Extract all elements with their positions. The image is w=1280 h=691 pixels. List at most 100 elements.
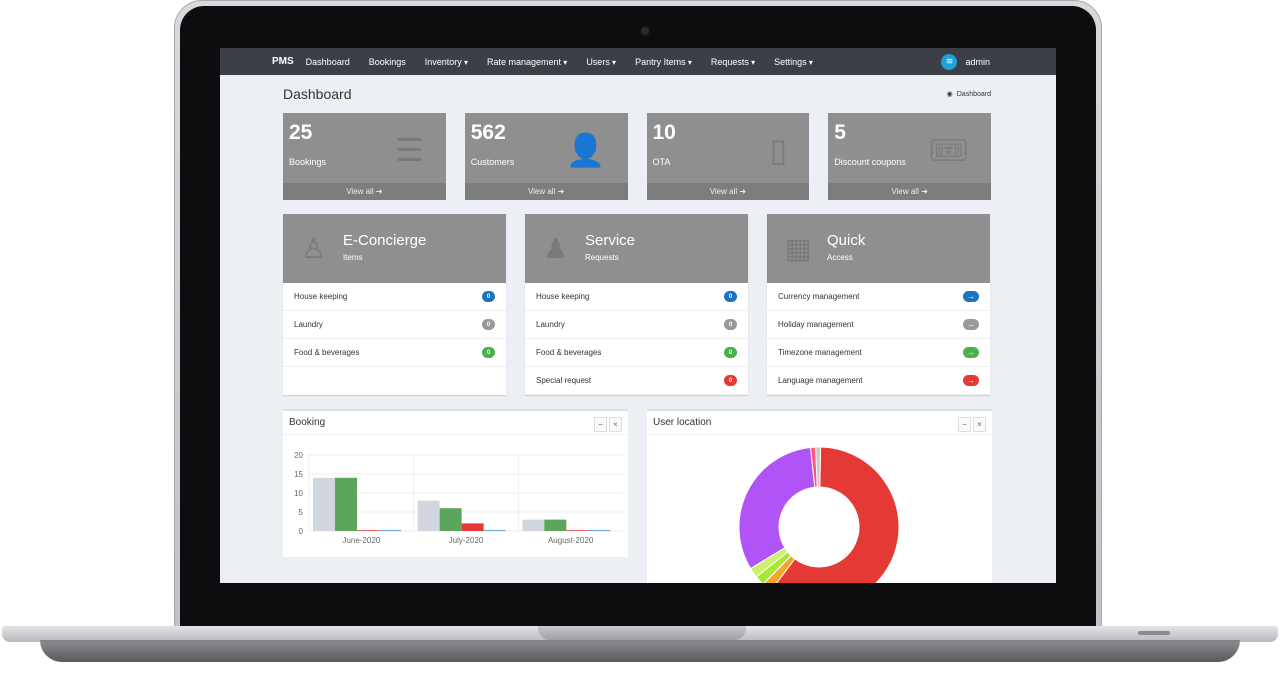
close-button[interactable]: ×: [609, 417, 622, 432]
arrow-right-icon[interactable]: →: [963, 347, 979, 358]
list-item[interactable]: Food & beverages 0: [525, 339, 748, 367]
count-badge: 0: [482, 291, 495, 302]
stat-box-customers: 562 Customers 👤 View all ➜: [464, 113, 628, 200]
view-all-label[interactable]: View all: [346, 187, 374, 196]
collapse-button[interactable]: −: [958, 417, 971, 432]
nav-item-users[interactable]: Users: [586, 57, 616, 67]
list-item[interactable]: Timezone management →: [767, 339, 990, 367]
list-item-label[interactable]: Timezone management: [778, 348, 862, 357]
page-title: Dashboard: [283, 86, 352, 102]
nav-item-inventory[interactable]: Inventory: [425, 57, 468, 67]
location-box: User location − ×: [647, 409, 992, 583]
y-tick-label: 10: [294, 489, 303, 498]
list-item[interactable]: House keeping 0: [525, 283, 748, 311]
count-badge: 0: [724, 375, 737, 386]
view-all-link[interactable]: View all ➜: [646, 183, 810, 200]
view-all-label[interactable]: View all: [527, 187, 556, 196]
bar: [379, 530, 401, 531]
panel-title: Service: [585, 232, 636, 249]
nav-item-pantry-items[interactable]: Pantry Items: [635, 57, 692, 67]
panels-row: ♙ E-Concierge Items House keeping 0 Laundry 0 F…: [283, 214, 991, 395]
panel-header: ♙ E-Concierge Items: [283, 214, 506, 283]
nav-item-requests[interactable]: Requests: [711, 57, 755, 67]
view-all-link[interactable]: View all ➜: [828, 183, 991, 200]
collapse-button[interactable]: −: [594, 417, 607, 432]
list-item[interactable]: Laundry 0: [283, 311, 506, 339]
bar: [461, 523, 484, 531]
stat-label: Customers: [470, 157, 515, 167]
location-title: User location: [647, 411, 992, 435]
charts-row: Booking − × 0 5 10 15 20 June-2020 July-2020 Au…: [283, 409, 992, 583]
list-item[interactable]: Language management →: [767, 367, 990, 395]
list-item-label[interactable]: Food & beverages: [536, 348, 602, 357]
group-icon: ♟: [543, 233, 569, 264]
panel-subtitle: Requests: [585, 253, 619, 262]
main-content: Dashboard ◉ Dashboard 25 Bookings ☰ View al…: [283, 75, 992, 583]
pie-slice: [815, 446, 822, 488]
nav-item-rate-management[interactable]: Rate management: [487, 57, 567, 67]
user-name[interactable]: admin: [965, 56, 990, 67]
arrow-right-icon[interactable]: →: [963, 375, 979, 386]
laptop-led: [1138, 631, 1170, 635]
close-button[interactable]: ×: [973, 417, 986, 432]
panel-subtitle: Access: [827, 253, 853, 262]
user-menu[interactable]: ≋ admin: [941, 48, 990, 75]
stat-value: 562: [470, 121, 506, 144]
list-item-label[interactable]: Special request: [536, 376, 592, 385]
list-item-label[interactable]: House keeping: [294, 292, 348, 301]
list-item[interactable]: House keeping 0: [283, 283, 506, 311]
screen: PMS Dashboard Bookings Inventory Rate manag…: [220, 48, 1056, 583]
count-badge: 0: [482, 347, 495, 358]
panel-subtitle: Items: [343, 253, 363, 262]
list-item-label[interactable]: House keeping: [536, 292, 590, 301]
panel-e-concierge: ♙ E-Concierge Items House keeping 0 Laundry 0 F…: [283, 214, 506, 395]
bar: [335, 477, 357, 531]
list-item[interactable]: Laundry 0: [525, 311, 748, 339]
location-tools: − ×: [958, 417, 986, 432]
arrow-right-icon[interactable]: →: [963, 291, 979, 302]
user-logo-icon: ≋: [941, 53, 958, 70]
list-item[interactable]: Holiday management →: [767, 311, 990, 339]
breadcrumb[interactable]: ◉ Dashboard: [947, 90, 991, 99]
y-tick-label: 0: [299, 527, 304, 536]
arrow-circle-icon: ➜: [373, 187, 383, 196]
stat-box-discount-coupons: 5 Discount coupons 🎟 View all ➜: [828, 113, 991, 200]
user-plus-icon: 👤: [565, 132, 606, 168]
x-tick-label: June-2020: [342, 536, 380, 545]
list-item[interactable]: Currency management →: [767, 283, 990, 311]
list-item-label[interactable]: Laundry: [536, 320, 565, 329]
booking-tools: − ×: [594, 417, 622, 432]
arrow-circle-icon: ➜: [737, 187, 747, 196]
laptop-shadow: [40, 640, 1240, 662]
brand[interactable]: PMS: [272, 56, 294, 67]
view-all-label[interactable]: View all: [709, 187, 738, 196]
bar: [588, 530, 611, 531]
list-item[interactable]: Special request 0: [525, 367, 748, 395]
arrow-right-icon[interactable]: →: [963, 319, 979, 330]
view-all-label[interactable]: View all: [891, 187, 919, 196]
mobile-icon: ▯: [769, 132, 788, 168]
list-item-label[interactable]: Laundry: [294, 320, 323, 329]
count-badge: 0: [482, 319, 495, 330]
y-tick-label: 15: [294, 470, 303, 479]
list-item-label[interactable]: Language management: [778, 376, 863, 385]
panel-title: Quick: [827, 232, 866, 249]
booking-chart: 0 5 10 15 20 June-2020 July-2020 August-2020: [294, 451, 623, 545]
bar: [417, 500, 440, 531]
bar: [439, 508, 462, 531]
list-item[interactable]: Food & beverages 0: [283, 339, 506, 367]
list-item-label[interactable]: Food & beverages: [294, 348, 360, 357]
view-all-link[interactable]: View all ➜: [283, 183, 446, 200]
list-item-label[interactable]: Currency management: [778, 292, 860, 301]
nav-item-bookings[interactable]: Bookings: [368, 56, 406, 67]
panel-title: E-Concierge: [343, 232, 427, 249]
y-tick-label: 5: [299, 508, 304, 517]
breadcrumb-item[interactable]: Dashboard: [956, 90, 991, 98]
nav-item-settings[interactable]: Settings: [774, 57, 813, 67]
access-icon: ▦: [785, 233, 812, 264]
list-item-label[interactable]: Holiday management: [778, 320, 854, 329]
nav-item-dashboard[interactable]: Dashboard: [305, 56, 350, 67]
view-all-link[interactable]: View all ➜: [464, 183, 628, 200]
location-chart: [738, 446, 900, 583]
stat-box-bookings: 25 Bookings ☰ View all ➜: [283, 113, 446, 200]
